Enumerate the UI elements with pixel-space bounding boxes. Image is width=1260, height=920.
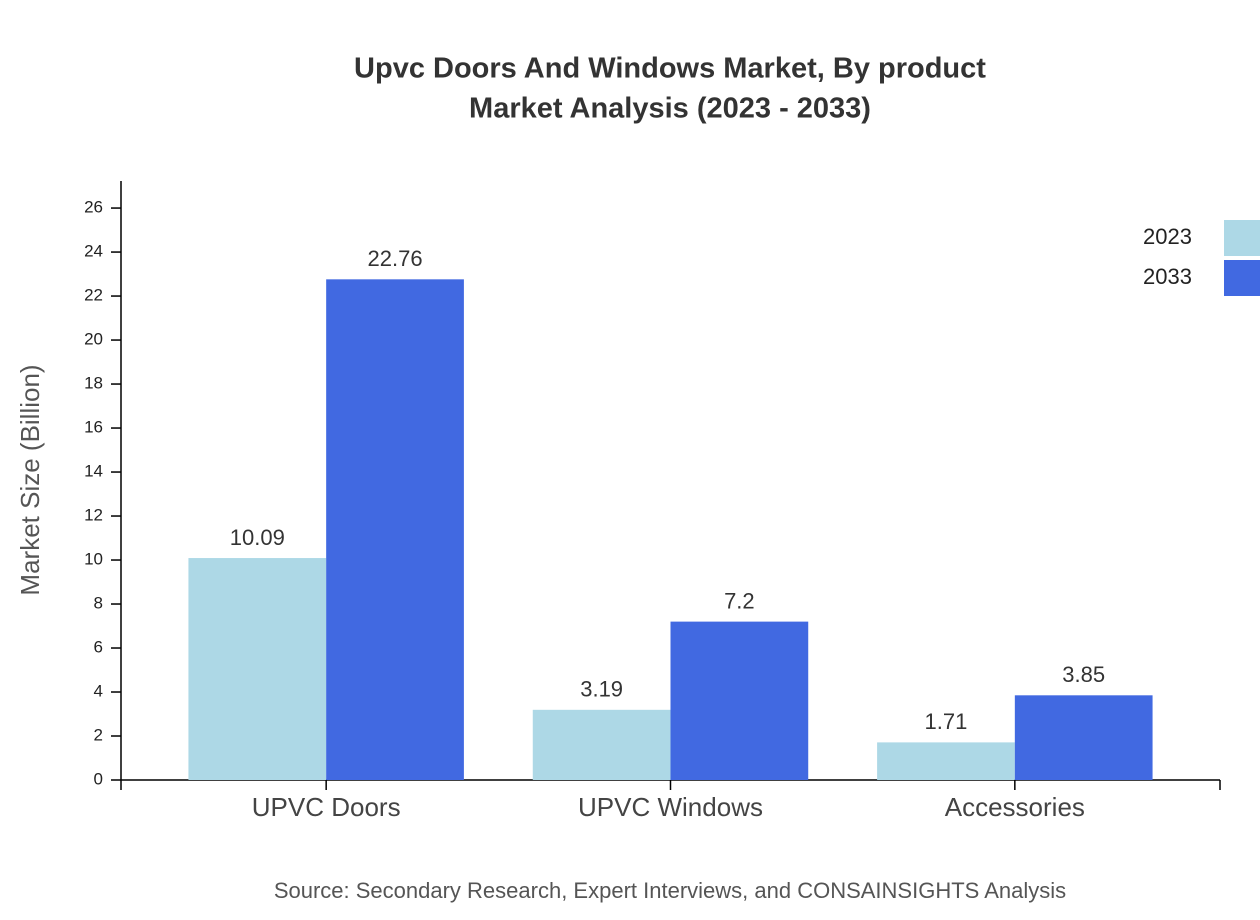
value-label: 7.2 bbox=[724, 588, 755, 613]
y-tick-label: 10 bbox=[84, 550, 103, 569]
y-tick-label: 14 bbox=[84, 462, 103, 481]
y-tick-label: 6 bbox=[94, 637, 103, 656]
legend-label: 2033 bbox=[1143, 264, 1192, 289]
y-tick-label: 4 bbox=[94, 681, 103, 700]
legend-swatch bbox=[1224, 260, 1260, 296]
y-tick-label: 2 bbox=[94, 725, 103, 744]
y-tick-label: 22 bbox=[84, 286, 103, 305]
value-label: 3.19 bbox=[580, 677, 623, 702]
y-tick-label: 8 bbox=[94, 594, 103, 613]
y-tick-label: 18 bbox=[84, 374, 103, 393]
legend-label: 2023 bbox=[1143, 224, 1192, 249]
y-tick-label: 0 bbox=[94, 769, 103, 788]
source-note: Source: Secondary Research, Expert Inter… bbox=[274, 878, 1066, 903]
bar bbox=[326, 279, 464, 780]
x-tick-label: UPVC Doors bbox=[252, 792, 401, 822]
y-tick-label: 16 bbox=[84, 418, 103, 437]
bar bbox=[188, 558, 327, 780]
legend-swatch bbox=[1224, 220, 1260, 256]
y-tick-label: 12 bbox=[84, 506, 103, 525]
bar bbox=[877, 742, 1015, 780]
bar bbox=[1014, 695, 1153, 780]
chart-title: Upvc Doors And Windows Market, By produc… bbox=[354, 53, 986, 85]
x-tick-label: UPVC Windows bbox=[578, 792, 763, 822]
y-tick-label: 24 bbox=[84, 242, 103, 261]
x-tick-label: Accessories bbox=[945, 792, 1085, 822]
y-axis-label: Market Size (Billion) bbox=[15, 364, 45, 595]
value-label: 22.76 bbox=[368, 246, 423, 271]
value-label: 3.85 bbox=[1062, 662, 1105, 687]
value-label: 1.71 bbox=[925, 709, 968, 734]
bar bbox=[670, 621, 809, 780]
chart-subtitle: Market Analysis (2023 - 2033) bbox=[469, 93, 871, 125]
bar bbox=[532, 709, 671, 780]
value-label: 10.09 bbox=[230, 525, 285, 550]
y-tick-label: 26 bbox=[84, 198, 103, 217]
y-tick-label: 20 bbox=[84, 330, 103, 349]
